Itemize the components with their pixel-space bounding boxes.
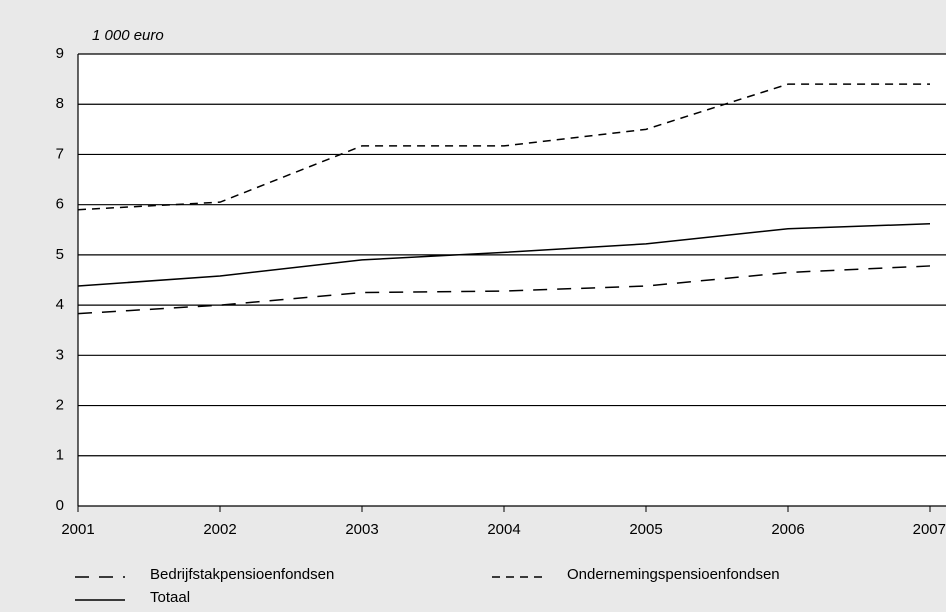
y-axis-label: 1 000 euro xyxy=(92,27,164,44)
y-tick-label: 9 xyxy=(56,45,64,62)
x-tick-label: 2005 xyxy=(629,521,662,538)
legend-label: Bedrijfstakpensioenfondsen xyxy=(150,566,334,583)
legend-label: Ondernemingspensioenfondsen xyxy=(567,566,780,583)
y-tick-label: 3 xyxy=(56,346,64,363)
x-tick-label: 2002 xyxy=(203,521,236,538)
y-tick-label: 8 xyxy=(56,95,64,112)
x-tick-label: 2007 xyxy=(913,521,946,538)
x-tick-label: 2006 xyxy=(771,521,804,538)
plot-area xyxy=(78,54,946,506)
x-tick-label: 2003 xyxy=(345,521,378,538)
y-tick-label: 2 xyxy=(56,397,64,414)
x-tick-label: 2001 xyxy=(61,521,94,538)
y-tick-label: 4 xyxy=(56,296,64,313)
y-tick-label: 7 xyxy=(56,145,64,162)
legend-label: Totaal xyxy=(150,589,190,606)
y-tick-label: 1 xyxy=(56,447,64,464)
x-tick-label: 2004 xyxy=(487,521,520,538)
y-tick-label: 5 xyxy=(56,246,64,263)
series-line xyxy=(77,83,930,211)
series-line xyxy=(77,223,931,287)
y-tick-label: 6 xyxy=(56,196,64,213)
y-tick-label: 0 xyxy=(56,497,64,514)
